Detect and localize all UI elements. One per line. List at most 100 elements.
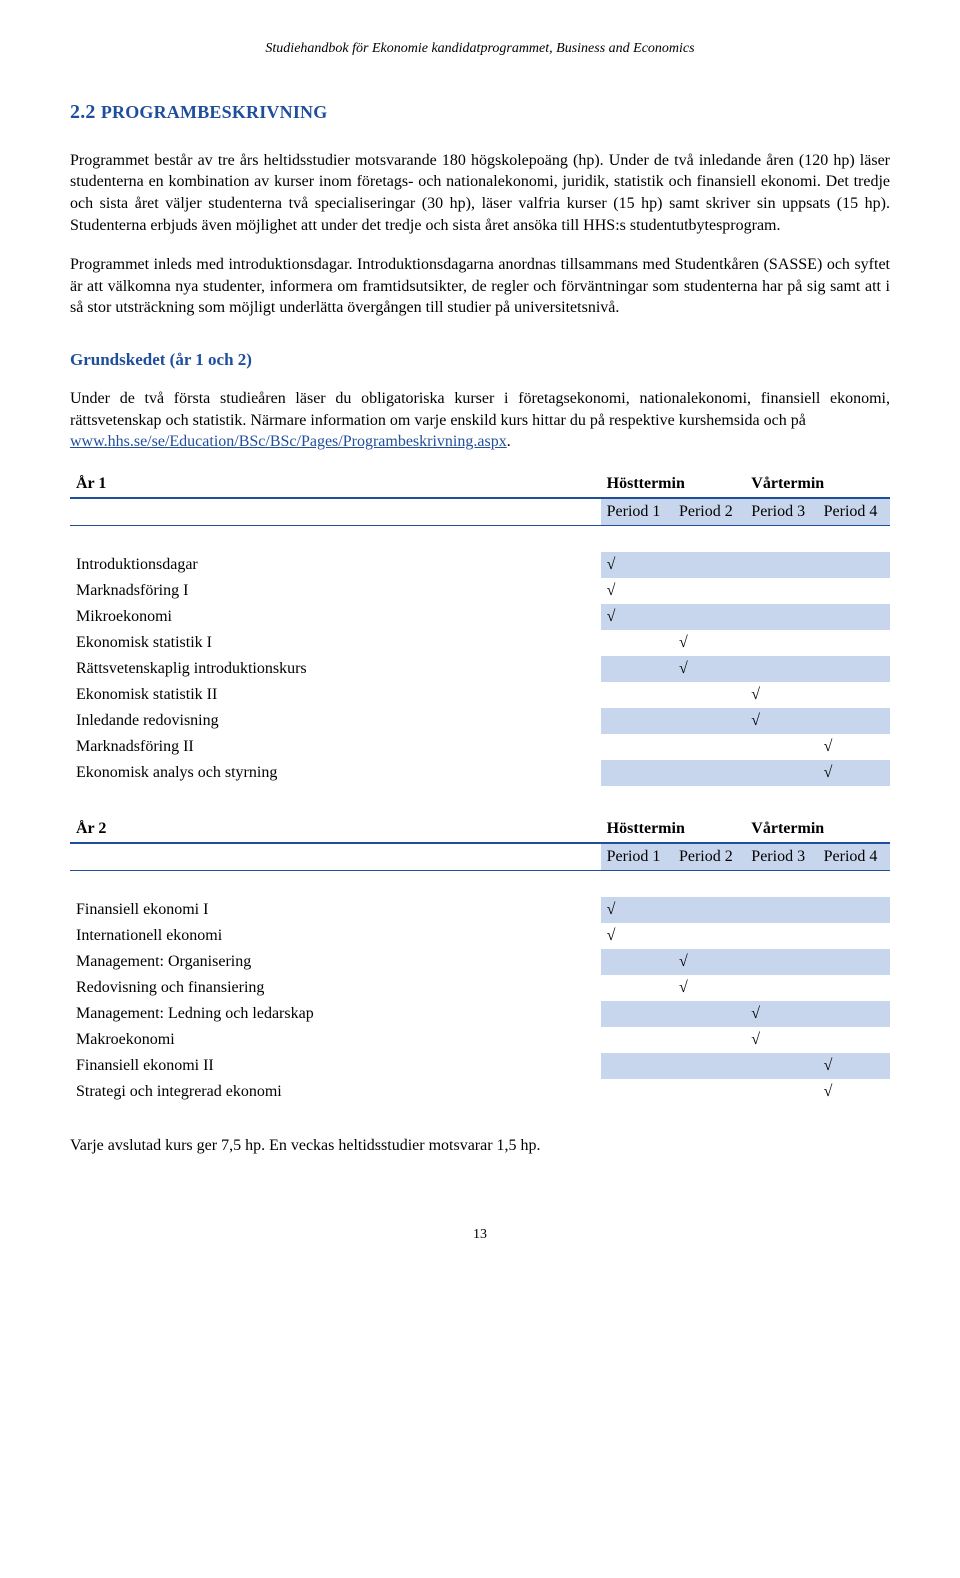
year2-ht: Hösttermin [601, 816, 746, 843]
table-row: Finansiell ekonomi I√ [70, 897, 890, 923]
table-row: Rättsvetenskaplig introduktionskurs√ [70, 656, 890, 682]
period-cell [818, 897, 890, 923]
period-cell [601, 1053, 673, 1079]
year1-p4: Period 4 [818, 498, 890, 526]
period-cell [601, 1027, 673, 1053]
period-cell: √ [673, 630, 745, 656]
period-cell: √ [745, 708, 817, 734]
table-row: Marknadsföring II √ [70, 734, 890, 760]
period-cell: √ [745, 1027, 817, 1053]
period-cell [601, 682, 673, 708]
page-number: 13 [70, 1226, 890, 1245]
period-cell: √ [601, 604, 673, 630]
year2-p3: Period 3 [745, 843, 817, 871]
period-cell [673, 760, 745, 786]
year2-p2: Period 2 [673, 843, 745, 871]
course-name: Ekonomisk statistik I [70, 630, 601, 656]
course-name: Finansiell ekonomi II [70, 1053, 601, 1079]
course-name: Ekonomisk analys och styrning [70, 760, 601, 786]
period-cell [601, 1001, 673, 1027]
course-name: Makroekonomi [70, 1027, 601, 1053]
period-cell: √ [818, 1053, 890, 1079]
course-name: Introduktionsdagar [70, 552, 601, 578]
year1-p3: Period 3 [745, 498, 817, 526]
period-cell: √ [745, 1001, 817, 1027]
period-cell [745, 604, 817, 630]
period-cell [601, 734, 673, 760]
paragraph-3-text: Under de två första studieåren läser du … [70, 390, 890, 429]
year1-vt: Vårtermin [745, 471, 890, 498]
period-cell [818, 923, 890, 949]
year1-ht: Hösttermin [601, 471, 746, 498]
table-row: Makroekonomi √ [70, 1027, 890, 1053]
period-cell [673, 1053, 745, 1079]
period-cell [818, 1001, 890, 1027]
period-cell: √ [601, 578, 673, 604]
year2-label: År 2 [70, 816, 601, 843]
period-cell [818, 682, 890, 708]
period-cell: √ [818, 760, 890, 786]
period-cell [601, 949, 673, 975]
period-cell [818, 708, 890, 734]
period-cell [601, 975, 673, 1001]
period-cell: √ [673, 975, 745, 1001]
section-title: PROGRAMBESKRIVNING [101, 102, 328, 122]
period-cell [673, 708, 745, 734]
schedule-table-year1: År 1 Hösttermin Vårtermin Period 1 Perio… [70, 471, 890, 786]
table-row: Marknadsföring I√ [70, 578, 890, 604]
table-row: Ekonomisk statistik I √ [70, 630, 890, 656]
period-cell [601, 708, 673, 734]
program-link[interactable]: www.hhs.se/se/Education/BSc/BSc/Pages/Pr… [70, 433, 507, 450]
year2-vt: Vårtermin [745, 816, 890, 843]
period-cell [745, 630, 817, 656]
schedule-table-year2: År 2 Hösttermin Vårtermin Period 1 Perio… [70, 816, 890, 1105]
period-cell: √ [818, 734, 890, 760]
period-cell [745, 949, 817, 975]
course-name: Inledande redovisning [70, 708, 601, 734]
course-name: Internationell ekonomi [70, 923, 601, 949]
course-name: Marknadsföring I [70, 578, 601, 604]
period-cell: √ [601, 552, 673, 578]
period-cell [745, 1079, 817, 1105]
period-cell [818, 1027, 890, 1053]
period-cell [673, 897, 745, 923]
running-header: Studiehandbok för Ekonomie kandidatprogr… [70, 40, 890, 59]
period-cell [745, 656, 817, 682]
course-name: Finansiell ekonomi I [70, 897, 601, 923]
table-row: Mikroekonomi√ [70, 604, 890, 630]
table-row: Strategi och integrerad ekonomi√ [70, 1079, 890, 1105]
table-row: Management: Organisering√ [70, 949, 890, 975]
footer-note: Varje avslutad kurs ger 7,5 hp. En vecka… [70, 1135, 890, 1157]
period-cell: √ [601, 897, 673, 923]
period-cell [818, 578, 890, 604]
period-cell [818, 604, 890, 630]
period-cell [745, 897, 817, 923]
course-name: Ekonomisk statistik II [70, 682, 601, 708]
period-cell [673, 1001, 745, 1027]
course-name: Marknadsföring II [70, 734, 601, 760]
period-cell [818, 630, 890, 656]
period-cell [745, 760, 817, 786]
table-row: Internationell ekonomi√ [70, 923, 890, 949]
period-cell [601, 760, 673, 786]
subheading-grundskedet: Grundskedet (år 1 och 2) [70, 349, 890, 372]
period-cell [673, 682, 745, 708]
period-cell [673, 604, 745, 630]
paragraph-2: Programmet inleds med introduktionsdagar… [70, 254, 890, 319]
table-row: Redovisning och finansiering√ [70, 975, 890, 1001]
section-number: 2.2 [70, 101, 96, 123]
course-name: Rättsvetenskaplig introduktionskurs [70, 656, 601, 682]
table-row: Introduktionsdagar√ [70, 552, 890, 578]
course-name: Mikroekonomi [70, 604, 601, 630]
year1-p2: Period 2 [673, 498, 745, 526]
table-row: Ekonomisk analys och styrning √ [70, 760, 890, 786]
course-name: Strategi och integrerad ekonomi [70, 1079, 601, 1105]
period-cell [818, 656, 890, 682]
period-cell: √ [745, 682, 817, 708]
period-cell [673, 1027, 745, 1053]
period-cell [601, 630, 673, 656]
course-name: Management: Organisering [70, 949, 601, 975]
paragraph-3: Under de två första studieåren läser du … [70, 388, 890, 453]
period-cell [818, 552, 890, 578]
period-cell [601, 1079, 673, 1105]
